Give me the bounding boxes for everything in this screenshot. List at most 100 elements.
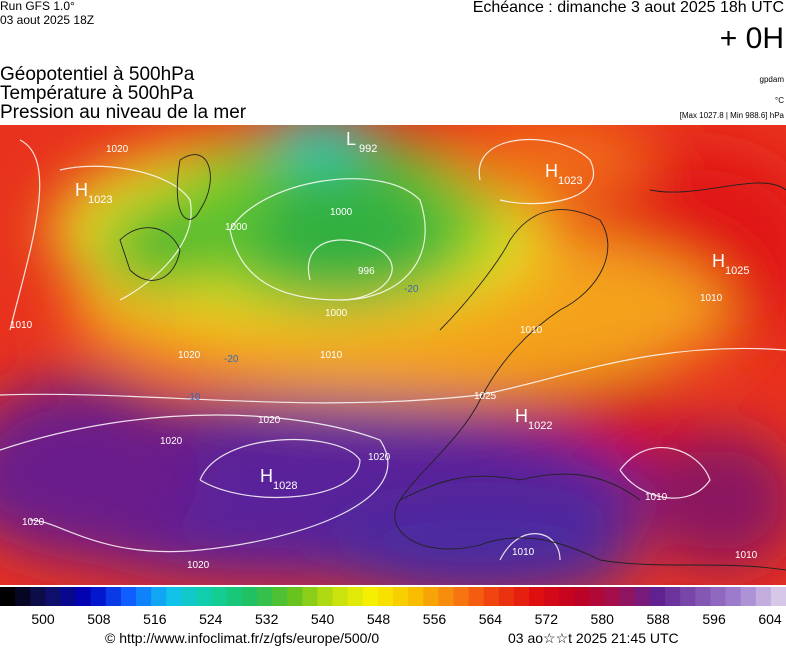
center-symbol: H [515,406,528,426]
colorbar-swatch [559,587,575,606]
layer-geopotential: Géopotentiel à 500hPa [0,64,195,85]
center-value: 1022 [528,420,552,432]
unit-pressure: [Max 1027.8 | Min 988.6] hPa [680,111,785,120]
isobar-label: -10 [186,392,201,403]
colorbar-swatch [196,587,213,606]
isobar-label: 1025 [474,391,497,402]
center-symbol: H [75,180,88,200]
colorbar-swatch [362,587,379,606]
colorbar-swatch [30,587,46,606]
colorbar-swatch [604,587,621,606]
colorbar-swatch [377,587,394,606]
colorbar-swatch [649,587,666,606]
isobar-label: 1020 [187,560,210,571]
colorbar-swatch [75,587,92,606]
colorbar-swatch [15,587,31,606]
colorbar-tick-label: 500 [31,611,55,627]
colorbar-tick-label: 540 [311,611,335,627]
colorbar-tick-label: 524 [199,611,223,627]
colorbar-swatch [755,587,772,606]
colorbar-tick-label: 588 [646,611,670,627]
isobar-label: 1010 [10,320,33,331]
colorbar-tick-label: 596 [702,611,726,627]
isobar-label: 1020 [368,452,391,463]
colorbar-swatch [408,587,424,606]
colorbar-swatch [468,587,485,606]
colorbar-swatch [498,587,515,606]
isobar-label: 1000 [330,207,353,218]
colorbar-swatch [181,587,197,606]
colorbar-swatch [665,587,681,606]
colorbar-swatch [589,587,606,606]
colorbar-tick-label: 516 [143,611,167,627]
colorbar-swatch [90,587,107,606]
footer-url: © http://www.infoclimat.fr/z/gfs/europe/… [105,630,379,646]
colorbar-swatch [423,587,439,606]
unit-temperature: °C [775,96,784,105]
isobar-label: 1010 [520,325,543,336]
colorbar-swatch [740,587,757,606]
center-value: 1025 [725,265,749,277]
colorbar-tick-label: 532 [255,611,279,627]
center-value: 992 [359,143,377,155]
colorbar-swatch [529,587,545,606]
colorbar-tick-label: 548 [367,611,391,627]
isobar-label: 1020 [160,436,183,447]
footer-time: 03 ao☆☆t 2025 21:45 UTC [508,630,679,646]
colorbar-swatch [332,587,349,606]
run-date: 03 aout 2025 18Z [0,13,94,27]
colorbar-tick-label: 564 [479,611,503,627]
layer-pressure: Pression au niveau de la mer [0,102,247,123]
isobar-label: 1010 [700,293,723,304]
colorbar-swatch [105,587,122,606]
colorbar-swatch [393,587,409,606]
center-symbol: L [346,129,356,149]
colorbar-swatch [317,587,334,606]
isobar-label: 1000 [225,222,248,233]
isobar-label: 1010 [320,350,343,361]
coastlines [119,154,786,571]
colorbar-swatch [347,587,364,606]
colorbar-swatch [438,587,454,606]
isobar-label: 1010 [645,492,668,503]
colorbar-swatch [513,587,530,606]
isobar-label: 1020 [22,517,45,528]
colorbar-swatch [544,587,560,606]
colorbar-swatch [770,587,786,606]
colorbar-tick-label: 604 [758,611,782,627]
colorbar-swatch [453,587,470,606]
colorbar-tick-label: 556 [423,611,447,627]
colorbar: 500 508 516 524 532 540 548 556 564 572 580 588 596 6… [0,587,786,627]
colorbar-tick-label: 508 [87,611,111,627]
colorbar-swatch [151,587,167,606]
colorbar-swatch [241,587,258,606]
isobars [0,138,786,561]
isobar-label: 1000 [325,308,348,319]
center-value: 1023 [88,194,112,206]
isobar-label: -20 [224,354,239,365]
colorbar-swatch [634,587,651,606]
center-symbol: H [712,251,725,271]
isobar-label: 996 [358,266,375,277]
colorbar-swatch [725,587,742,606]
colorbar-swatch [710,587,727,606]
colorbar-swatch [695,587,711,606]
isobar-label: 1020 [258,415,281,426]
isobar-label: 1020 [178,350,201,361]
colorbar-swatch [226,587,243,606]
center-value: 1028 [273,480,297,492]
colorbar-swatch [272,587,288,606]
colorbar-swatch [680,587,696,606]
colorbar-tick-label: 572 [535,611,559,627]
colorbar-swatch [211,587,228,606]
isobar-label: 1020 [106,144,129,155]
colorbar-swatch [302,587,318,606]
colorbar-swatch [136,587,152,606]
colorbar-tick-label: 580 [591,611,615,627]
lead-time: + 0H [720,22,784,55]
isobar-label: -20 [404,284,419,295]
colorbar-swatch [120,587,137,606]
colorbar-swatch [256,587,273,606]
run-label: Run GFS 1.0° [0,0,75,13]
